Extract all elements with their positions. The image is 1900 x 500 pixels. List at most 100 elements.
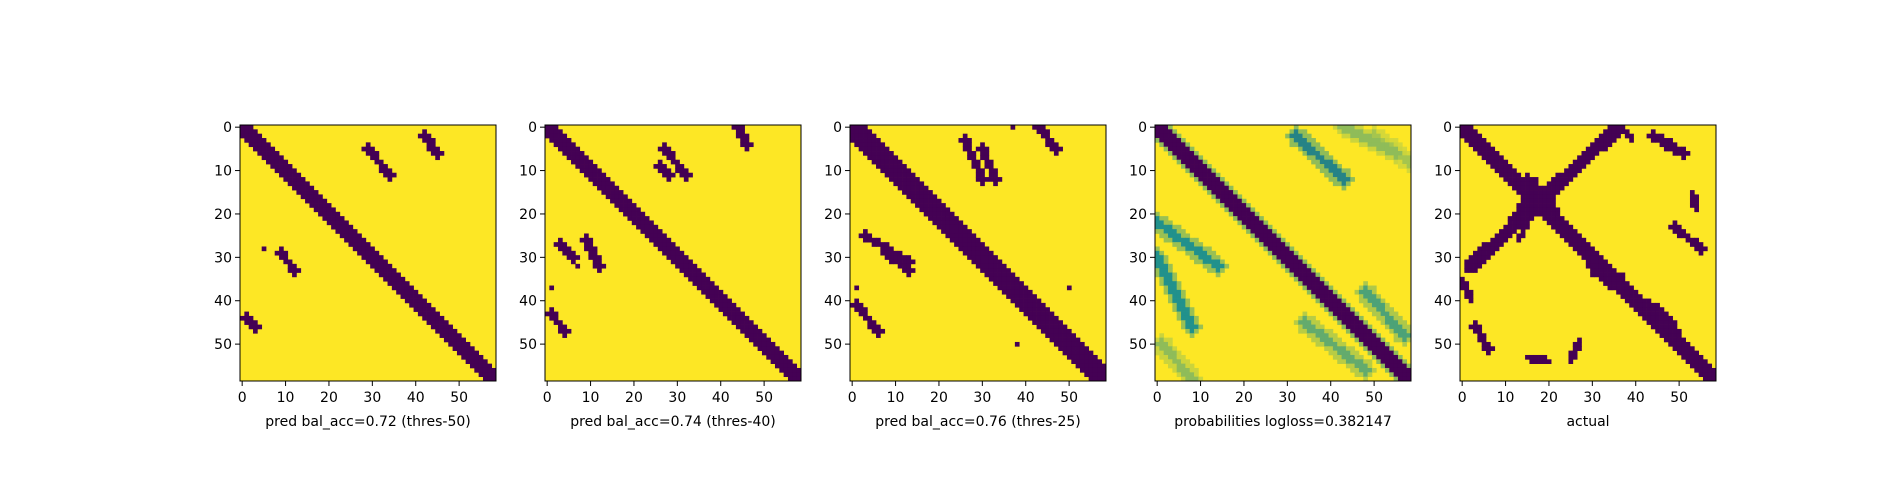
heatmap-cell	[1014, 281, 1020, 286]
heatmap-cell	[919, 207, 925, 213]
heatmap-cell	[1477, 255, 1483, 260]
heatmap-cell	[1464, 133, 1470, 139]
heatmap-cell	[1250, 216, 1256, 221]
heatmap-cell	[1241, 203, 1247, 208]
heatmap-cell	[1079, 359, 1085, 364]
heatmap-cell	[1481, 138, 1487, 143]
heatmap-cell	[1319, 294, 1325, 299]
heatmap-cell	[1702, 359, 1708, 364]
heatmap-cell	[1066, 346, 1072, 351]
heatmap-cell	[1319, 155, 1325, 161]
heatmap-cell	[1624, 294, 1630, 299]
heatmap-cell	[1607, 142, 1613, 148]
heatmap-cell	[1358, 125, 1364, 130]
heatmap-cell	[588, 242, 594, 247]
heatmap-cell	[880, 151, 886, 156]
heatmap-cell	[1516, 203, 1522, 208]
heatmap-cell	[1650, 307, 1656, 312]
heatmap-cell	[1477, 146, 1483, 152]
heatmap-cell	[1358, 315, 1364, 321]
heatmap-cell	[967, 255, 972, 260]
heatmap-cell	[1185, 328, 1191, 334]
heatmap-cell	[1512, 216, 1517, 221]
heatmap-cell	[1572, 168, 1578, 174]
heatmap-cell	[623, 211, 628, 217]
heatmap-cell	[1402, 376, 1408, 382]
heatmap-cell	[653, 224, 659, 230]
heatmap-cell	[1629, 298, 1634, 304]
heatmap-cell	[1019, 294, 1024, 299]
heatmap-cell	[1298, 268, 1303, 273]
heatmap-cell	[487, 376, 493, 382]
heatmap-cell	[592, 168, 598, 174]
heatmap-cell	[718, 298, 724, 304]
heatmap-cell	[474, 354, 479, 360]
heatmap-cell	[318, 203, 323, 208]
heatmap-cell	[1189, 146, 1195, 152]
heatmap-cell	[714, 298, 719, 304]
heatmap-cell	[1694, 242, 1699, 247]
heatmap-cell	[850, 138, 855, 143]
heatmap-cell	[465, 341, 471, 347]
heatmap-cell	[1189, 168, 1195, 174]
heatmap-cell	[967, 142, 972, 148]
heatmap-cell	[1486, 346, 1491, 351]
heatmap-cell	[945, 207, 951, 213]
heatmap-cell	[1332, 298, 1338, 304]
heatmap-cell	[1263, 242, 1269, 247]
heatmap-cell	[1185, 168, 1191, 174]
heatmap-cell	[971, 159, 977, 165]
heatmap-cell	[1555, 207, 1561, 213]
heatmap-cell	[1049, 333, 1055, 338]
heatmap-cell	[1306, 146, 1312, 152]
heatmap-cell	[1332, 350, 1338, 356]
heatmap-cell	[1341, 181, 1347, 187]
heatmap-cell	[980, 263, 985, 269]
heatmap-cell	[906, 172, 912, 178]
heatmap-cell	[1393, 376, 1399, 382]
heatmap-cell	[761, 350, 767, 356]
heatmap-cell	[709, 289, 715, 295]
heatmap-cell	[1363, 346, 1368, 351]
heatmap-cell	[718, 302, 724, 308]
heatmap-cell	[1367, 359, 1373, 364]
heatmap-cell	[884, 146, 890, 152]
heatmap-cell	[1071, 341, 1076, 347]
heatmap-cell	[1363, 129, 1368, 135]
heatmap-cell	[1363, 337, 1368, 343]
heatmap-cell	[1155, 259, 1160, 265]
heatmap-cell	[452, 328, 458, 334]
heatmap-cell	[670, 259, 676, 265]
heatmap-cell	[1507, 168, 1513, 174]
heatmap-cell	[902, 185, 907, 191]
heatmap-cell	[1568, 242, 1574, 247]
heatmap-cell	[1698, 250, 1704, 256]
heatmap-cell	[1036, 320, 1042, 325]
heatmap-cell	[1311, 268, 1316, 273]
y-tick-label: 20	[824, 207, 842, 223]
heatmap-cell	[361, 242, 367, 247]
heatmap-cell	[854, 125, 860, 130]
heatmap-cell	[1380, 142, 1386, 148]
heatmap-cell	[322, 211, 328, 217]
heatmap-cell	[1211, 250, 1217, 256]
heatmap-cell	[740, 320, 745, 325]
heatmap-cell	[945, 224, 951, 230]
heatmap-cell	[1707, 367, 1713, 373]
heatmap-cell	[605, 194, 611, 200]
heatmap-cell	[915, 203, 920, 208]
heatmap-cell	[1468, 129, 1474, 135]
heatmap-cell	[893, 159, 899, 165]
heatmap-cell	[949, 233, 955, 239]
heatmap-cell	[274, 164, 280, 169]
heatmap-cell	[910, 172, 916, 178]
heatmap-cell	[1337, 129, 1342, 135]
heatmap-cell	[1555, 181, 1561, 187]
heatmap-cell	[932, 194, 938, 200]
heatmap-cell	[880, 328, 886, 334]
heatmap-cell	[1389, 324, 1394, 330]
heatmap-cell	[962, 242, 968, 247]
heatmap-cell	[1629, 289, 1634, 295]
heatmap-cell	[1529, 194, 1535, 200]
heatmap-cell	[322, 203, 328, 208]
